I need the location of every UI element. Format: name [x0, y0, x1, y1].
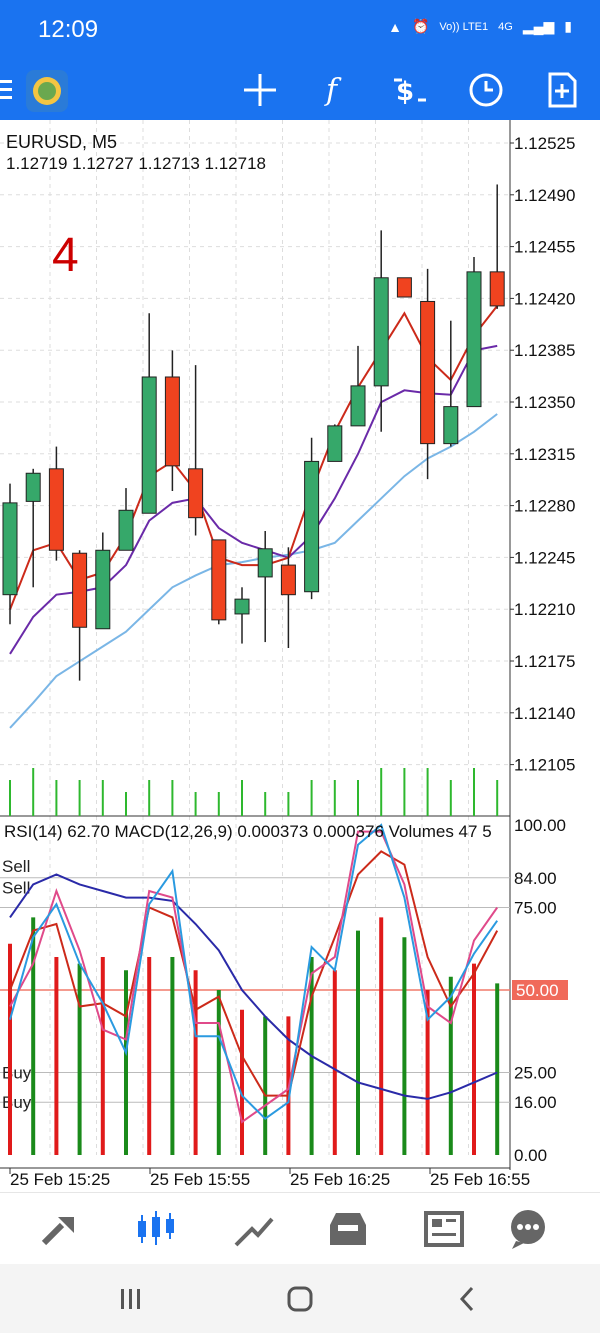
candle-body: [188, 468, 204, 519]
candle-body: [2, 502, 18, 596]
svg-text:f: f: [324, 73, 342, 108]
candle-body: [164, 376, 180, 467]
time-tick-label: 25 Feb 15:55: [150, 1170, 250, 1189]
crosshair-icon[interactable]: [238, 68, 282, 112]
candle-body: [95, 549, 111, 630]
price-tick-label: 1.12210: [514, 600, 575, 619]
indicator-tick-label: 0.00: [514, 1146, 547, 1165]
indicator-tick-label: 84.00: [514, 869, 557, 888]
status-time: 12:09: [38, 16, 99, 43]
price-tick-label: 1.12385: [514, 341, 575, 360]
ma-fast-line: [9, 305, 498, 610]
indicator-level-label: Buy: [2, 1064, 32, 1083]
rsi-line: [9, 823, 499, 1121]
battery-icon: ▮: [564, 18, 572, 34]
signal-icon: ▂▄▆: [522, 18, 555, 34]
recent-apps-icon[interactable]: [110, 1284, 150, 1314]
price-tick-label: 1.12315: [514, 445, 575, 464]
chart-area[interactable]: 1.12525 1.12490 1.12455 1.12420 1.12385 1.123…: [0, 120, 600, 1192]
price-tick-label: 1.12525: [514, 134, 575, 153]
candle-body: [420, 300, 436, 445]
candle-body: [373, 277, 389, 387]
network-label: Vo)) LTE1: [439, 20, 489, 33]
indicator-tick-label: 16.00: [514, 1093, 557, 1112]
price-tick-label: 1.12420: [514, 289, 575, 308]
candle-body: [234, 598, 250, 615]
indicator-tick-label: 50.00: [516, 981, 559, 1000]
time-tick-label: 25 Feb 16:25: [290, 1170, 390, 1189]
symbol-line: EURUSD, M5: [6, 132, 118, 152]
svg-text:$: $: [396, 77, 414, 107]
indicators-icon[interactable]: f: [314, 68, 358, 112]
timeframe-icon[interactable]: [464, 68, 508, 112]
vpn-icon: ▲: [388, 18, 402, 35]
candle-body: [72, 552, 88, 628]
quotes-icon[interactable]: [38, 1207, 82, 1251]
macd-main-line: [9, 850, 499, 1097]
indicator-tick-label: 75.00: [514, 899, 557, 918]
indicator-tick-label: 100.00: [514, 816, 566, 835]
alarm-icon: ⏰: [411, 18, 430, 34]
system-nav: [0, 1264, 600, 1333]
network-type: 4G: [498, 20, 513, 33]
price-tick-label: 1.12140: [514, 704, 575, 723]
candle-body: [396, 277, 412, 298]
trade-nav-icon[interactable]: [232, 1207, 276, 1251]
price-tick-label: 1.12280: [514, 497, 575, 516]
price-tick-label: 1.12455: [514, 238, 575, 257]
indicator-level-label: Sell: [2, 879, 30, 898]
candle-body: [443, 406, 459, 445]
price-tick-label: 1.12350: [514, 393, 575, 412]
macd-signal-line: [9, 873, 498, 1100]
candle-body: [466, 271, 482, 408]
rsi-current-box: [512, 980, 568, 1000]
ohlc-values: 1.12719 1.12727 1.12713 1.12718: [6, 154, 266, 173]
time-tick-label: 25 Feb 16:55: [430, 1170, 530, 1189]
bottom-nav: [0, 1192, 600, 1265]
price-tick-label: 1.12175: [514, 652, 575, 671]
indicator-level-label: Buy: [2, 1093, 32, 1112]
home-icon[interactable]: [280, 1284, 320, 1314]
chat-icon[interactable]: [506, 1207, 550, 1251]
history-icon[interactable]: [326, 1207, 370, 1251]
ma-slow-line: [9, 413, 498, 729]
metatrader-logo[interactable]: [24, 68, 70, 114]
candle-body: [48, 468, 64, 551]
candle-body: [211, 539, 227, 621]
candle-body: [489, 271, 505, 307]
chart-annotation: 4: [52, 229, 79, 282]
candle-body: [118, 509, 134, 551]
candle-body: [141, 376, 157, 514]
add-object-icon[interactable]: [540, 68, 584, 112]
indicator-level-label: Sell: [2, 857, 30, 876]
rsi-pink-line: [9, 830, 499, 1124]
status-bar: 12:09 ▲ ⏰ Vo)) LTE1 4G ▂▄▆ ▮: [0, 0, 600, 62]
indicator-tick-label: 25.00: [514, 1064, 557, 1083]
toolbar: f $: [0, 62, 600, 120]
indicator-line: RSI(14) 62.70 MACD(12,26,9) 0.000373 0.0…: [4, 822, 492, 841]
candle-body: [257, 548, 273, 578]
news-icon[interactable]: [422, 1207, 466, 1251]
price-tick-label: 1.12105: [514, 756, 575, 775]
menu-icon[interactable]: [0, 68, 40, 112]
chart-nav-icon[interactable]: [134, 1207, 178, 1251]
time-tick-label: 25 Feb 15:25: [10, 1170, 110, 1189]
candle-body: [280, 564, 296, 596]
trade-icon[interactable]: $: [388, 68, 432, 112]
candle-body: [350, 385, 366, 427]
price-tick-label: 1.12245: [514, 548, 575, 567]
back-icon[interactable]: [448, 1284, 488, 1314]
candle-body: [327, 425, 343, 462]
candle-body: [304, 460, 320, 593]
price-tick-label: 1.12490: [514, 186, 575, 205]
candle-body: [25, 472, 41, 502]
price-chart[interactable]: 1.12525 1.12490 1.12455 1.12420 1.12385 1.123…: [0, 120, 600, 1192]
ma-mid-line: [9, 344, 498, 655]
